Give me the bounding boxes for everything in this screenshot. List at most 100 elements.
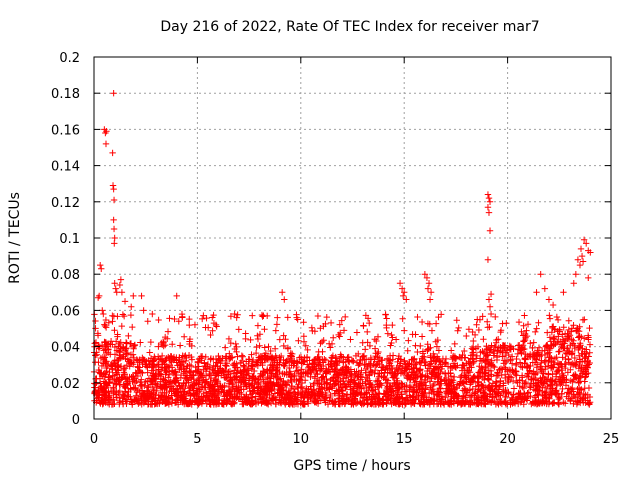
data-point bbox=[428, 375, 435, 382]
data-point bbox=[564, 369, 572, 376]
data-point bbox=[99, 386, 106, 394]
data-point bbox=[520, 384, 528, 392]
data-point bbox=[358, 367, 365, 374]
data-point bbox=[149, 310, 156, 318]
data-point bbox=[486, 198, 494, 205]
data-point bbox=[401, 368, 408, 376]
data-point bbox=[448, 390, 456, 398]
data-point bbox=[398, 365, 406, 372]
data-point bbox=[303, 386, 310, 394]
data-point bbox=[113, 356, 121, 364]
data-point bbox=[352, 400, 360, 407]
data-point bbox=[261, 344, 268, 351]
data-point bbox=[417, 342, 424, 350]
data-point bbox=[377, 364, 385, 371]
data-point bbox=[106, 392, 113, 399]
data-point bbox=[442, 397, 449, 405]
data-point bbox=[94, 330, 102, 337]
data-point bbox=[577, 245, 585, 253]
data-point bbox=[406, 383, 414, 391]
data-point bbox=[460, 392, 467, 400]
data-point bbox=[99, 385, 107, 393]
data-point bbox=[459, 361, 466, 369]
data-point bbox=[359, 339, 366, 347]
data-point bbox=[243, 391, 250, 399]
data-point bbox=[311, 398, 318, 406]
data-point bbox=[159, 396, 167, 403]
data-point bbox=[587, 249, 594, 256]
data-point bbox=[329, 366, 336, 373]
data-point bbox=[152, 391, 160, 399]
data-point bbox=[127, 311, 135, 319]
data-point bbox=[574, 256, 582, 263]
data-point bbox=[384, 330, 392, 337]
data-point bbox=[378, 357, 386, 364]
data-point bbox=[486, 303, 494, 310]
data-point bbox=[99, 396, 106, 403]
data-point bbox=[565, 317, 573, 324]
data-point bbox=[533, 289, 540, 296]
data-point bbox=[337, 376, 344, 384]
data-point bbox=[131, 395, 139, 403]
data-point bbox=[421, 385, 429, 392]
data-point bbox=[453, 316, 460, 324]
data-point bbox=[226, 378, 234, 385]
data-point bbox=[259, 355, 266, 362]
data-point bbox=[292, 393, 299, 400]
data-point bbox=[245, 365, 252, 372]
data-point bbox=[389, 334, 396, 341]
data-point bbox=[543, 398, 551, 406]
data-point bbox=[427, 385, 435, 393]
data-point bbox=[249, 380, 256, 387]
data-point bbox=[164, 328, 172, 335]
data-point bbox=[318, 365, 325, 372]
data-point bbox=[458, 372, 465, 380]
data-point bbox=[132, 392, 140, 399]
data-point bbox=[194, 400, 202, 407]
data-point bbox=[351, 381, 358, 388]
data-point bbox=[493, 386, 501, 393]
data-point bbox=[160, 342, 167, 350]
data-point bbox=[299, 388, 306, 395]
data-point bbox=[475, 373, 483, 381]
data-point bbox=[92, 359, 99, 366]
data-point bbox=[391, 379, 398, 386]
data-point bbox=[583, 350, 590, 357]
data-point bbox=[543, 378, 551, 386]
data-point bbox=[542, 390, 549, 398]
data-point bbox=[578, 333, 585, 341]
data-point bbox=[154, 353, 162, 360]
data-point bbox=[353, 359, 361, 366]
data-point bbox=[486, 227, 494, 234]
data-point bbox=[383, 315, 390, 322]
data-point bbox=[558, 361, 565, 368]
data-point bbox=[485, 360, 492, 367]
data-point bbox=[362, 356, 370, 363]
data-point bbox=[437, 385, 444, 392]
data-point bbox=[115, 363, 122, 370]
data-point bbox=[420, 394, 427, 401]
data-point bbox=[207, 382, 215, 390]
data-point bbox=[383, 355, 391, 362]
data-point bbox=[229, 354, 236, 361]
data-point bbox=[294, 401, 302, 408]
data-point bbox=[248, 351, 255, 358]
data-point bbox=[538, 367, 545, 375]
data-point bbox=[492, 344, 499, 351]
data-point bbox=[211, 387, 218, 395]
data-point bbox=[560, 324, 567, 331]
data-point bbox=[254, 362, 262, 369]
data-point bbox=[231, 310, 238, 318]
data-point bbox=[169, 341, 176, 348]
data-point bbox=[227, 313, 235, 320]
data-point bbox=[323, 369, 331, 376]
data-point bbox=[294, 316, 301, 323]
data-point bbox=[297, 353, 305, 361]
data-point bbox=[459, 387, 466, 394]
data-point bbox=[355, 350, 362, 358]
data-point bbox=[456, 380, 463, 388]
data-point bbox=[119, 311, 127, 318]
data-point bbox=[116, 381, 123, 388]
data-point bbox=[582, 362, 590, 369]
data-point bbox=[464, 367, 471, 374]
